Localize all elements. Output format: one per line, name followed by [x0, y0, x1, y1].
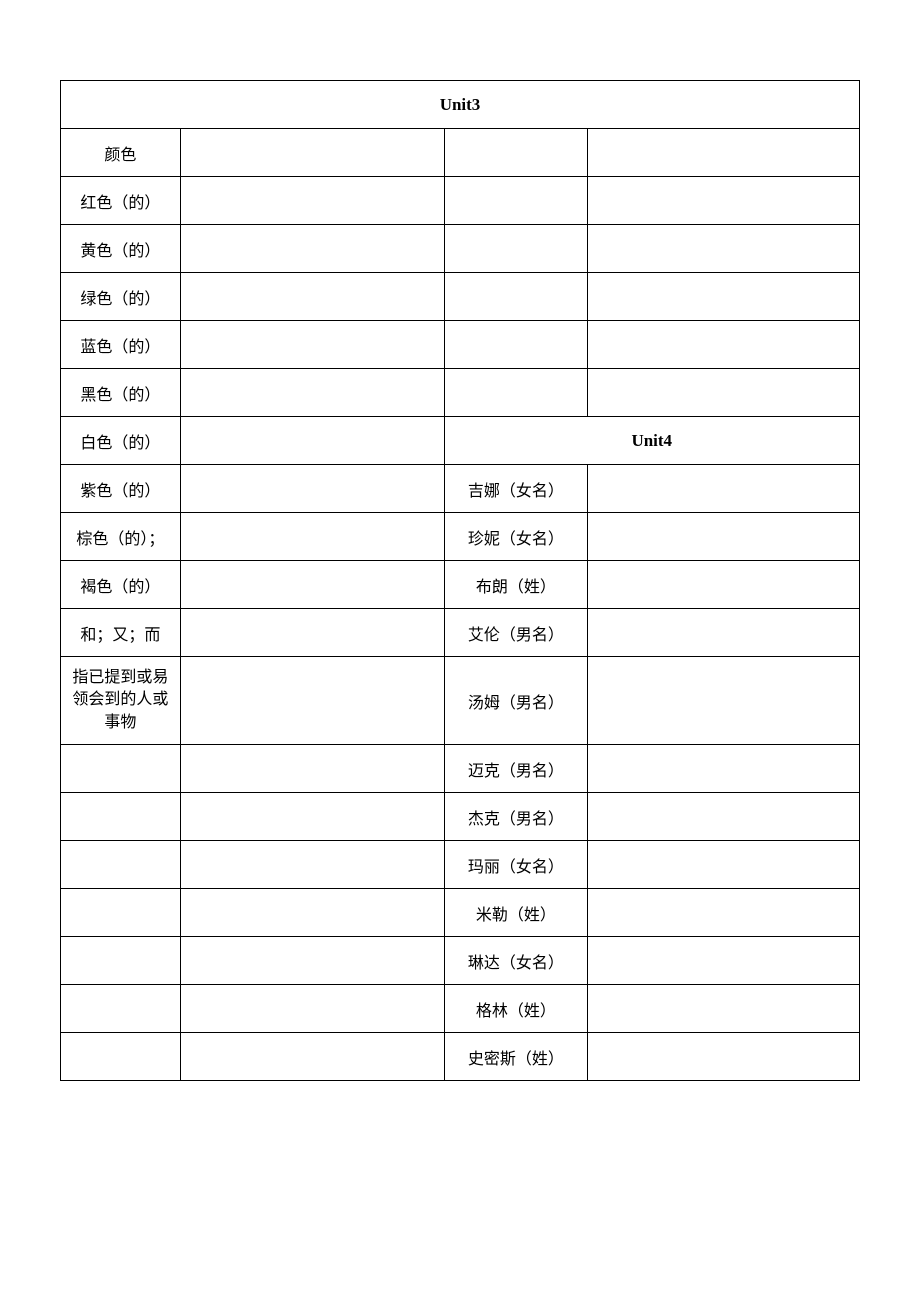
- table-row: 颜色: [61, 129, 860, 177]
- unit4-header: Unit4: [444, 417, 860, 465]
- cell-empty: [588, 561, 860, 609]
- cell-label: 颜色: [61, 129, 181, 177]
- cell-empty: [588, 177, 860, 225]
- cell-empty: [588, 465, 860, 513]
- cell-empty: [180, 889, 444, 937]
- table-row: 黑色（的）: [61, 369, 860, 417]
- cell-label: 汤姆（男名）: [444, 657, 588, 745]
- cell-empty: [180, 561, 444, 609]
- cell-label: 紫色（的）: [61, 465, 181, 513]
- unit3-header: Unit3: [61, 81, 860, 129]
- cell-empty: [180, 937, 444, 985]
- cell-label: 迈克（男名）: [444, 745, 588, 793]
- cell-empty: [588, 321, 860, 369]
- table-row: 米勒（姓）: [61, 889, 860, 937]
- table-row: Unit3: [61, 81, 860, 129]
- table-row: 琳达（女名）: [61, 937, 860, 985]
- cell-label: 指已提到或易领会到的人或事物: [61, 657, 181, 745]
- cell-empty: [180, 273, 444, 321]
- cell-label: 珍妮（女名）: [444, 513, 588, 561]
- cell-empty: [180, 513, 444, 561]
- table-row: 杰克（男名）: [61, 793, 860, 841]
- cell-empty: [444, 177, 588, 225]
- cell-empty: [588, 225, 860, 273]
- cell-empty: [588, 841, 860, 889]
- cell-empty: [61, 889, 181, 937]
- cell-empty: [588, 273, 860, 321]
- cell-empty: [444, 369, 588, 417]
- cell-empty: [444, 129, 588, 177]
- cell-empty: [61, 937, 181, 985]
- cell-label: 褐色（的）: [61, 561, 181, 609]
- cell-empty: [588, 513, 860, 561]
- table-row: 格林（姓）: [61, 985, 860, 1033]
- cell-empty: [588, 129, 860, 177]
- cell-label: 黑色（的）: [61, 369, 181, 417]
- table-row: 史密斯（姓）: [61, 1033, 860, 1081]
- table-row: 黄色（的）: [61, 225, 860, 273]
- cell-empty: [180, 225, 444, 273]
- cell-label: 绿色（的）: [61, 273, 181, 321]
- cell-empty: [588, 369, 860, 417]
- cell-label: 史密斯（姓）: [444, 1033, 588, 1081]
- table-row: 白色（的） Unit4: [61, 417, 860, 465]
- table-row: 和；又；而 艾伦（男名）: [61, 609, 860, 657]
- cell-empty: [588, 1033, 860, 1081]
- cell-empty: [588, 657, 860, 745]
- table-row: 绿色（的）: [61, 273, 860, 321]
- cell-empty: [180, 369, 444, 417]
- cell-empty: [180, 417, 444, 465]
- cell-label: 玛丽（女名）: [444, 841, 588, 889]
- cell-label: 格林（姓）: [444, 985, 588, 1033]
- cell-label: 吉娜（女名）: [444, 465, 588, 513]
- cell-empty: [61, 745, 181, 793]
- cell-empty: [180, 985, 444, 1033]
- cell-empty: [588, 745, 860, 793]
- cell-empty: [588, 937, 860, 985]
- cell-empty: [588, 889, 860, 937]
- cell-label: 布朗（姓）: [444, 561, 588, 609]
- cell-empty: [180, 1033, 444, 1081]
- cell-label: 琳达（女名）: [444, 937, 588, 985]
- cell-empty: [180, 793, 444, 841]
- cell-label: 红色（的）: [61, 177, 181, 225]
- cell-empty: [180, 465, 444, 513]
- cell-empty: [588, 793, 860, 841]
- cell-label: 艾伦（男名）: [444, 609, 588, 657]
- cell-label: 蓝色（的）: [61, 321, 181, 369]
- cell-empty: [180, 609, 444, 657]
- cell-empty: [180, 657, 444, 745]
- table-row: 指已提到或易领会到的人或事物 汤姆（男名）: [61, 657, 860, 745]
- cell-empty: [61, 1033, 181, 1081]
- cell-label: 杰克（男名）: [444, 793, 588, 841]
- vocabulary-table: Unit3 颜色 红色（的） 黄色（的） 绿色（的） 蓝色（的） 黑色（的） 白: [60, 80, 860, 1081]
- table-row: 玛丽（女名）: [61, 841, 860, 889]
- cell-label: 棕色（的）；: [61, 513, 181, 561]
- cell-label: 黄色（的）: [61, 225, 181, 273]
- cell-empty: [588, 609, 860, 657]
- cell-empty: [444, 273, 588, 321]
- table-row: 蓝色（的）: [61, 321, 860, 369]
- table-row: 迈克（男名）: [61, 745, 860, 793]
- cell-empty: [61, 793, 181, 841]
- cell-label: 和；又；而: [61, 609, 181, 657]
- table-row: 红色（的）: [61, 177, 860, 225]
- cell-label: 白色（的）: [61, 417, 181, 465]
- cell-empty: [588, 985, 860, 1033]
- cell-empty: [180, 129, 444, 177]
- table-row: 棕色（的）； 珍妮（女名）: [61, 513, 860, 561]
- cell-empty: [444, 321, 588, 369]
- cell-empty: [180, 745, 444, 793]
- cell-empty: [180, 177, 444, 225]
- cell-empty: [61, 985, 181, 1033]
- table-row: 褐色（的） 布朗（姓）: [61, 561, 860, 609]
- cell-empty: [180, 321, 444, 369]
- cell-empty: [180, 841, 444, 889]
- cell-empty: [61, 841, 181, 889]
- cell-label: 米勒（姓）: [444, 889, 588, 937]
- cell-empty: [444, 225, 588, 273]
- table-row: 紫色（的） 吉娜（女名）: [61, 465, 860, 513]
